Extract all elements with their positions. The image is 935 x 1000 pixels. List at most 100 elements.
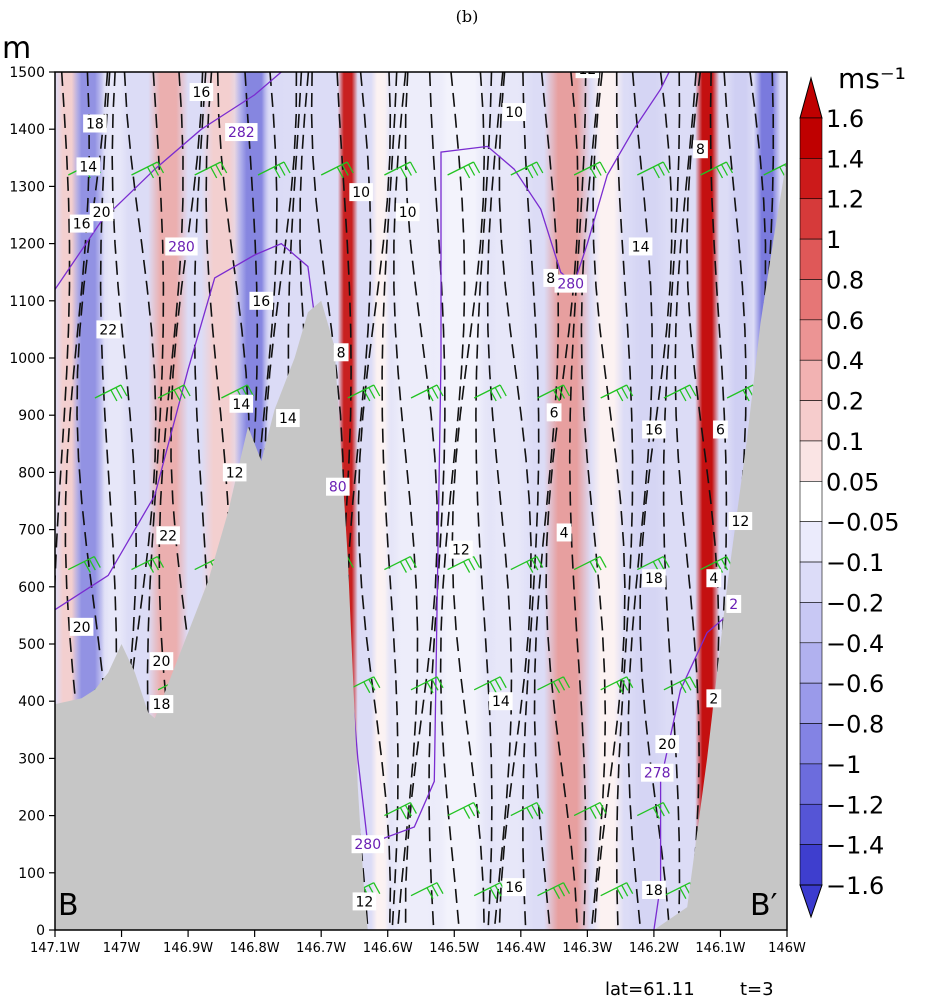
isotach-label: 6 xyxy=(713,420,728,439)
colorbar-tick-label: 0.8 xyxy=(826,266,864,294)
wind-barb xyxy=(537,882,571,900)
x-tick-label: 146.6W xyxy=(363,941,413,956)
svg-text:14: 14 xyxy=(79,159,97,175)
isotach-label: 20 xyxy=(149,652,174,671)
wind-barb xyxy=(384,556,417,573)
y-tick-label: 900 xyxy=(18,408,45,424)
isotach-line xyxy=(393,72,419,930)
colorbar-tick-label: −0.8 xyxy=(826,711,884,739)
svg-text:20: 20 xyxy=(658,737,676,753)
chart-title: (b) xyxy=(456,7,479,26)
svg-text:280: 280 xyxy=(664,39,691,55)
plot-frame xyxy=(54,71,788,931)
colorbar-tick-label: −1.4 xyxy=(826,832,884,860)
colorbar-swatch xyxy=(799,319,823,361)
wind-barb xyxy=(94,384,128,402)
svg-text:18: 18 xyxy=(153,697,171,713)
theta-label: 280 xyxy=(165,237,198,256)
isotach-label: 16 xyxy=(69,214,94,233)
svg-text:16: 16 xyxy=(645,423,663,439)
theta-label: 278 xyxy=(641,763,674,782)
wind-barb xyxy=(384,161,417,179)
svg-text:80: 80 xyxy=(329,480,347,496)
isotach-line xyxy=(533,72,560,930)
isotach-line xyxy=(357,72,392,930)
svg-text:10: 10 xyxy=(352,185,370,201)
svg-text:280: 280 xyxy=(354,837,381,853)
y-tick-label: 800 xyxy=(18,465,45,481)
y-tick-label: 600 xyxy=(18,580,45,596)
isotach-label: 6 xyxy=(546,403,562,422)
isotach-label: 12 xyxy=(222,463,247,482)
anomaly-band xyxy=(480,72,535,930)
svg-text:4: 4 xyxy=(709,571,718,587)
colorbar-swatch xyxy=(799,279,823,321)
colorbar-tick-label: 1.4 xyxy=(826,145,864,173)
svg-text:18: 18 xyxy=(86,116,104,132)
svg-text:282: 282 xyxy=(228,125,255,141)
isotach-line xyxy=(522,72,540,930)
svg-text:14: 14 xyxy=(232,397,250,413)
svg-text:18: 18 xyxy=(645,883,663,899)
wind-barb xyxy=(637,161,670,179)
svg-text:18: 18 xyxy=(645,571,663,587)
colorbar-tick-label: −0.4 xyxy=(826,630,884,658)
y-axis: 0 100 200 300 400 500 600 700 800 900 1000 1100 1200… xyxy=(9,65,55,939)
y-tick-label: 100 xyxy=(18,866,45,882)
colorbar-tick-label: 0.05 xyxy=(826,468,879,496)
x-tick-label: 146.1W xyxy=(695,941,745,956)
isotach-label: 4 xyxy=(556,523,572,542)
colorbar-swatch xyxy=(799,481,823,522)
isotach-line xyxy=(568,72,587,930)
isotach-label: 18 xyxy=(149,695,174,714)
isotach-label: 10 xyxy=(395,203,420,222)
x-tick-label: 146W xyxy=(768,941,806,956)
theta-label: 280 xyxy=(351,835,384,854)
theta-line xyxy=(367,72,670,845)
plot-area: 1618142016221614141222202018810101012814… xyxy=(55,39,787,930)
isotach-line xyxy=(639,72,673,930)
isotach-label: 16 xyxy=(502,878,526,897)
colorbar-swatch xyxy=(799,561,823,603)
svg-text:8: 8 xyxy=(696,142,705,158)
colorbar-tick-label: −0.2 xyxy=(826,589,884,617)
isotach-label: 14 xyxy=(628,237,653,256)
footer-lat: lat=61.11 xyxy=(605,979,695,1000)
isotach-line xyxy=(592,72,626,930)
theta-label: 80 xyxy=(326,477,350,496)
svg-text:22: 22 xyxy=(159,528,177,544)
y-tick-label: 400 xyxy=(18,694,45,710)
isotach-label: 12 xyxy=(575,62,600,79)
isotach-labels: 1618142016221614141222202018810101012814… xyxy=(69,62,753,911)
y-tick-label: 1100 xyxy=(9,294,45,310)
y-tick-label: 0 xyxy=(36,923,45,939)
wind-barb xyxy=(637,802,670,819)
isotach-label: 8 xyxy=(333,343,349,362)
isotach-label: 14 xyxy=(489,692,513,711)
y-tick-label: 700 xyxy=(18,523,45,539)
svg-text:20: 20 xyxy=(93,205,111,221)
isotach-line xyxy=(498,72,532,930)
wind-barb xyxy=(600,882,634,900)
wind-barb xyxy=(573,802,607,819)
svg-text:12: 12 xyxy=(578,62,596,78)
colorbar-swatch xyxy=(799,359,823,401)
colorbar-tick-label: 0.6 xyxy=(826,307,864,335)
corner-label-left: B xyxy=(58,888,79,923)
wind-barb xyxy=(573,161,607,179)
isotach-label: 22 xyxy=(156,526,180,545)
svg-text:12: 12 xyxy=(452,543,470,559)
isotach-line xyxy=(486,72,513,930)
wind-barb xyxy=(221,384,254,402)
isotach-label: 20 xyxy=(655,735,680,754)
svg-text:20: 20 xyxy=(73,620,91,636)
y-axis-label: m xyxy=(2,31,31,66)
wind-barb xyxy=(410,384,444,402)
wind-barb xyxy=(257,161,291,179)
colorbar-swatch xyxy=(799,521,823,563)
isotach-label: 10 xyxy=(349,183,373,202)
svg-text:8: 8 xyxy=(546,271,555,287)
colorbar-tick-label: 0.1 xyxy=(826,428,864,456)
svg-text:10: 10 xyxy=(505,105,523,121)
svg-text:12: 12 xyxy=(226,465,244,481)
